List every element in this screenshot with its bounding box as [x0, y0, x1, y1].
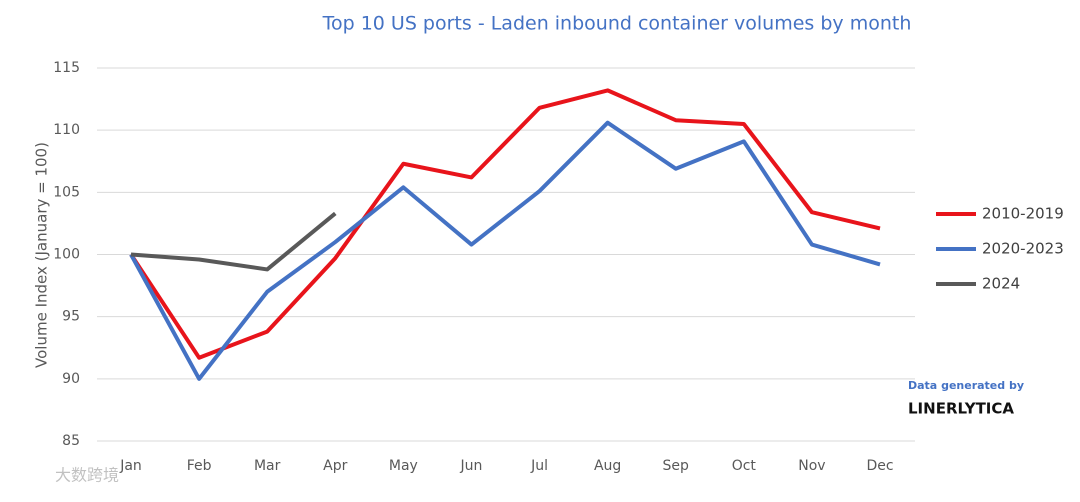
- legend-label: 2024: [982, 275, 1020, 293]
- x-tick-label: Nov: [798, 458, 825, 474]
- series-line: [130, 211, 337, 272]
- x-tick-label: Feb: [187, 458, 212, 474]
- x-tick-label: Dec: [866, 458, 893, 474]
- x-tick-label: Jun: [460, 458, 483, 474]
- y-axis-label: Volume Index (January = 100): [33, 142, 51, 368]
- legend-label: 2020-2023: [982, 240, 1064, 258]
- chart-title: Top 10 US ports - Laden inbound containe…: [322, 13, 912, 35]
- x-tick-label: Mar: [254, 458, 281, 474]
- x-tick-label: May: [389, 458, 418, 474]
- watermark: 大数跨境: [55, 466, 119, 485]
- annotation: LINERLYTICA: [908, 400, 1014, 418]
- x-tick-label: Aug: [594, 458, 621, 474]
- series-line: [129, 88, 881, 360]
- series-line: [129, 120, 881, 381]
- y-tick-label: 85: [62, 433, 80, 449]
- x-tick-label: Sep: [663, 458, 690, 474]
- annotation: Data generated by: [908, 379, 1024, 392]
- x-tick-label: Apr: [323, 458, 347, 474]
- y-tick-label: 95: [62, 309, 80, 325]
- legend-label: 2010-2019: [982, 205, 1064, 223]
- y-tick-label: 105: [53, 184, 80, 200]
- y-tick-label: 115: [53, 60, 80, 76]
- y-tick-label: 90: [62, 371, 80, 387]
- x-tick-label: Oct: [732, 458, 757, 474]
- x-tick-label: Jan: [119, 458, 142, 474]
- y-tick-label: 100: [53, 247, 80, 263]
- x-tick-label: Jul: [530, 458, 548, 474]
- y-tick-label: 110: [53, 122, 80, 138]
